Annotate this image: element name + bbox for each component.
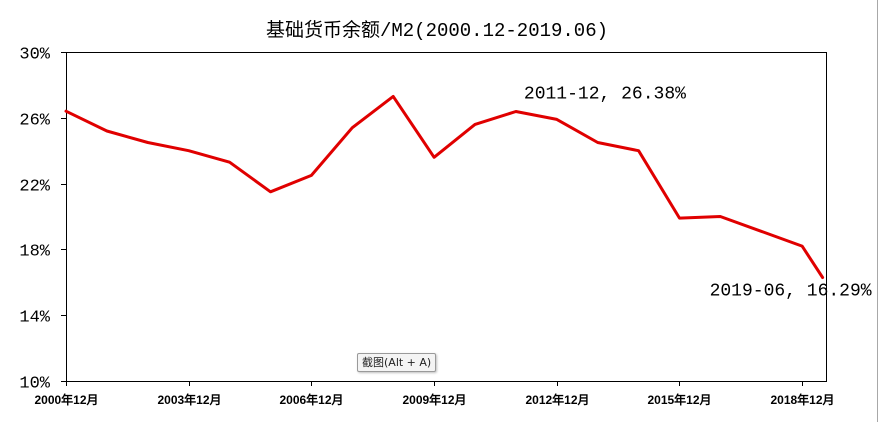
y-tick-label: 26% [19, 112, 50, 131]
data-point-2007-12 [349, 125, 355, 131]
y-tick-label: 10% [19, 375, 50, 394]
data-point-2014-12 [636, 148, 642, 154]
x-tick-label: 2003年12月 [157, 392, 221, 407]
data-point-2002-12 [145, 140, 151, 146]
data-point-2010-12 [472, 121, 478, 127]
data-point-2005-12 [268, 189, 274, 195]
y-tick-label: 18% [19, 243, 50, 262]
data-point-2016-12 [717, 214, 723, 220]
x-tick-label: 2006年12月 [279, 392, 343, 407]
screenshot-tooltip: 截图(Alt + A) [357, 353, 437, 372]
data-point-2018-12 [799, 243, 805, 249]
data-point-2019-06 [820, 275, 826, 281]
data-point-2015-12 [677, 215, 683, 221]
x-tick-label: 2012年12月 [525, 392, 589, 407]
y-tick-label: 30% [19, 46, 50, 65]
x-tick-label: 2000年12月 [34, 392, 98, 407]
data-point-2004-12 [227, 159, 233, 165]
x-tick-label: 2015年12月 [647, 392, 711, 407]
annotation-label: 2011-12, 26.38% [524, 85, 686, 105]
y-tick-label: 14% [19, 309, 50, 328]
data-point-2012-12 [554, 116, 560, 122]
chart-title: 基础货币余额/M2(2000.12-2019.06) [266, 19, 608, 42]
data-point-2003-12 [186, 148, 192, 154]
data-point-2008-12 [390, 93, 396, 99]
series-line [64, 94, 825, 279]
plot-frame [66, 52, 827, 382]
x-tick-label: 2009年12月 [402, 392, 466, 407]
data-point-2017-12 [758, 228, 764, 234]
data-point-2013-12 [595, 140, 601, 146]
x-tick-label: 2018年12月 [770, 392, 834, 407]
annotation-label: 2019-06, 16.29% [710, 282, 872, 302]
data-point-2001-12 [104, 128, 110, 134]
chart-right-border [877, 0, 878, 422]
data-point-2000-12 [63, 108, 69, 114]
y-tick-label: 22% [19, 178, 50, 197]
data-point-2009-12 [431, 154, 437, 160]
data-point-2006-12 [308, 172, 314, 178]
data-point-2011-12 [513, 109, 519, 115]
